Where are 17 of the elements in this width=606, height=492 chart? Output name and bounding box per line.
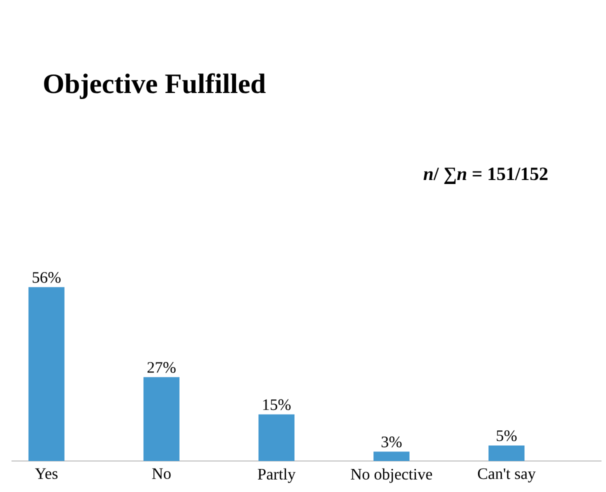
data-label: 3% xyxy=(382,436,402,448)
text: n/ ∑n = 151/152 xyxy=(424,168,548,184)
x-tick-label: Partly xyxy=(258,468,296,483)
data-label: 27% xyxy=(148,362,176,373)
x-tick-label: No xyxy=(152,468,171,479)
x-tick-label: No objective xyxy=(350,468,432,483)
data-label: 5% xyxy=(496,430,517,442)
data-label: 56% xyxy=(32,272,61,283)
data-label: 15% xyxy=(263,399,291,410)
x-tick-label: Can't say xyxy=(478,468,536,482)
bar xyxy=(143,377,180,461)
bar xyxy=(374,452,410,461)
bar xyxy=(28,287,64,461)
bar xyxy=(258,414,294,461)
chart-title: Objective Fulfilled xyxy=(44,73,266,99)
x-tick-label: Yes xyxy=(35,468,58,479)
bar xyxy=(488,445,525,461)
